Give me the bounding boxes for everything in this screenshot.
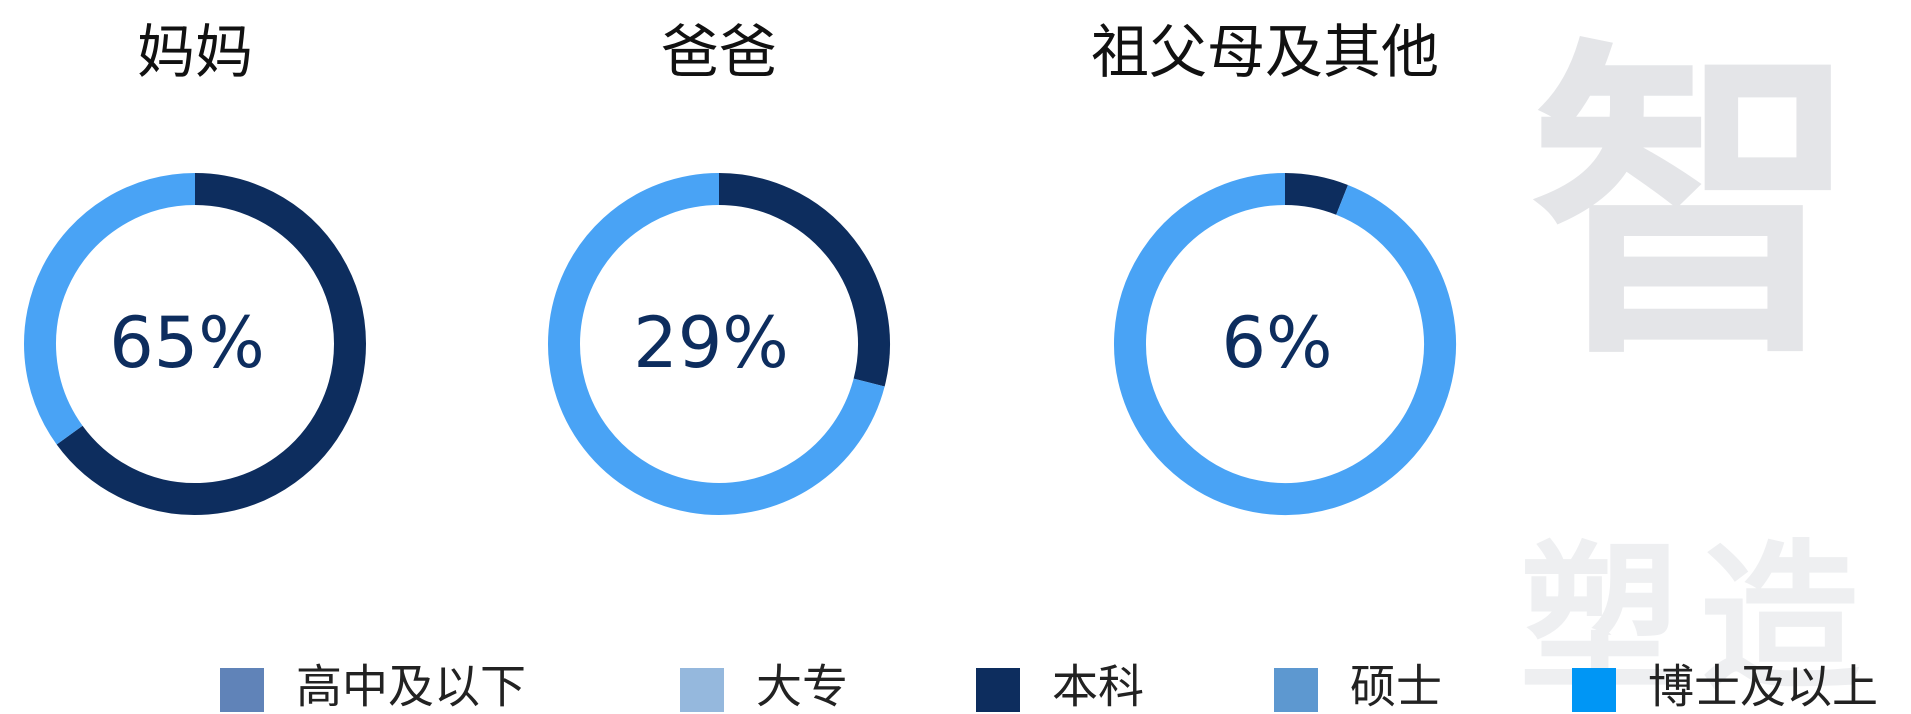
chart-title: 祖父母及其他 — [1091, 18, 1439, 86]
legend-swatch — [1274, 668, 1318, 712]
watermark: 智 — [1530, 14, 1860, 398]
legend-swatch — [220, 668, 264, 712]
center-label: 65% — [109, 302, 265, 384]
center-label: 29% — [633, 302, 789, 384]
legend-swatch — [1572, 668, 1616, 712]
legend-label: 硕士 — [1350, 660, 1442, 714]
legend-label: 本科 — [1052, 660, 1144, 714]
legend-label: 大专 — [756, 660, 848, 714]
legend-label: 高中及以下 — [296, 660, 526, 714]
center-label: 6% — [1221, 302, 1332, 384]
legend-label: 博士及以上 — [1648, 660, 1878, 714]
chart-title: 妈妈 — [137, 18, 253, 86]
chart-title: 爸爸 — [661, 18, 777, 86]
legend-swatch — [680, 668, 724, 712]
donut-segment — [1285, 189, 1342, 200]
legend-swatch — [976, 668, 1020, 712]
page: 智 塑造 65%妈妈29%爸爸6%祖父母及其他高中及以下大专本科硕士博士及以上 — [0, 0, 1911, 714]
